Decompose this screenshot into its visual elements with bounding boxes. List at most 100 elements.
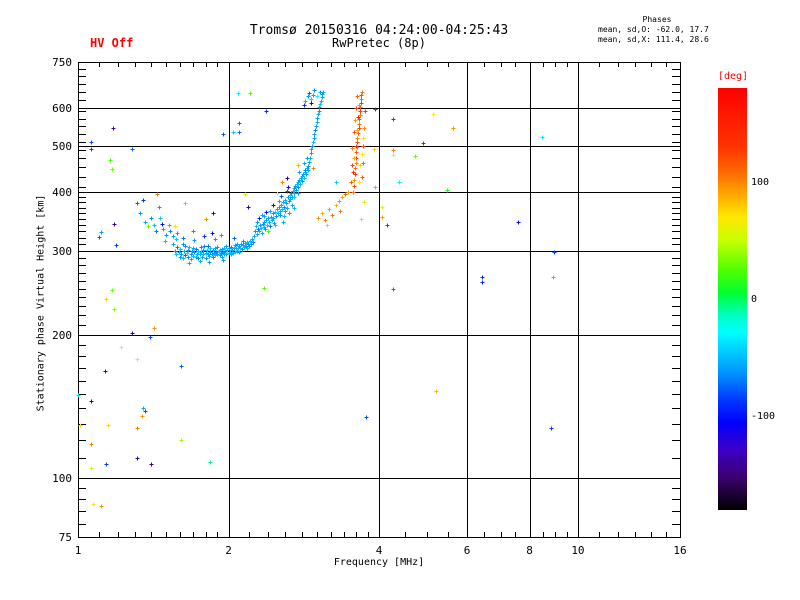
data-point <box>114 243 119 248</box>
data-point <box>323 218 328 223</box>
data-point <box>264 210 269 215</box>
data-point <box>315 116 320 121</box>
data-point <box>260 231 265 236</box>
data-point <box>292 195 297 200</box>
data-point <box>104 297 109 302</box>
data-point <box>192 238 197 243</box>
data-point <box>155 192 160 197</box>
data-point <box>232 236 237 241</box>
data-point <box>266 216 271 221</box>
y-tick-label: 400 <box>52 185 72 199</box>
data-point <box>106 423 111 428</box>
data-point <box>146 224 151 229</box>
data-point <box>182 249 187 254</box>
data-point <box>236 91 241 96</box>
data-point <box>306 168 311 173</box>
data-point <box>280 207 285 212</box>
data-point <box>208 250 213 255</box>
data-point <box>89 147 94 152</box>
data-point <box>292 191 297 196</box>
data-point <box>230 248 235 253</box>
data-point <box>194 247 199 252</box>
data-point <box>313 128 318 133</box>
data-point <box>319 99 324 104</box>
data-point <box>306 164 311 169</box>
colorbar-tick-label: 0 <box>751 294 758 305</box>
data-point <box>141 198 146 203</box>
data-point <box>391 117 396 122</box>
data-point <box>130 331 135 336</box>
data-point <box>266 229 271 234</box>
data-point <box>89 140 94 145</box>
data-point <box>250 237 255 242</box>
data-point <box>258 223 263 228</box>
data-point <box>360 90 365 95</box>
data-point <box>325 223 330 228</box>
data-point <box>138 211 143 216</box>
data-point <box>168 229 173 234</box>
data-point <box>311 93 316 98</box>
data-point <box>135 456 140 461</box>
data-point <box>201 252 206 257</box>
data-point <box>302 161 307 166</box>
data-point <box>263 227 268 232</box>
data-point <box>307 91 312 96</box>
data-point <box>309 97 314 102</box>
data-point <box>89 442 94 447</box>
data-point <box>171 242 176 247</box>
data-point <box>355 136 360 141</box>
data-point <box>177 250 182 255</box>
data-point <box>373 185 378 190</box>
data-point <box>297 170 302 175</box>
data-point <box>257 229 262 234</box>
data-point <box>303 99 308 104</box>
data-point <box>76 393 81 398</box>
data-point <box>352 178 357 183</box>
data-point <box>112 307 117 312</box>
data-point <box>354 106 359 111</box>
data-point <box>327 207 332 212</box>
phase-colorbar <box>718 88 747 510</box>
data-point <box>311 166 316 171</box>
data-point <box>338 209 343 214</box>
data-point <box>255 220 260 225</box>
y-tick-label: 75 <box>58 531 72 544</box>
data-point <box>235 242 240 247</box>
data-point <box>135 426 140 431</box>
plot-subtitle: RwPretec (8p) <box>332 36 426 50</box>
data-point <box>315 120 320 125</box>
data-point <box>314 124 319 129</box>
data-point <box>237 121 242 126</box>
data-point <box>271 203 276 208</box>
data-point <box>173 249 178 254</box>
data-point <box>178 247 183 252</box>
data-point <box>310 144 315 149</box>
data-point <box>351 190 356 195</box>
data-point <box>253 229 258 234</box>
data-point <box>296 185 301 190</box>
data-point <box>273 223 278 228</box>
data-point <box>149 462 154 467</box>
data-point <box>148 335 153 340</box>
data-point <box>161 227 166 232</box>
data-point <box>549 426 554 431</box>
data-point <box>224 252 229 257</box>
data-point <box>358 109 363 114</box>
data-point <box>372 147 377 152</box>
data-point <box>340 195 345 200</box>
data-point <box>215 245 220 250</box>
y-tick-label: 750 <box>52 56 72 69</box>
data-point <box>199 250 204 255</box>
data-point <box>202 244 207 249</box>
data-point <box>179 252 184 257</box>
data-point <box>199 245 204 250</box>
data-point <box>237 130 242 135</box>
data-point <box>281 200 286 205</box>
data-point <box>288 197 293 202</box>
data-point <box>279 194 284 199</box>
data-point <box>254 224 259 229</box>
data-point <box>364 415 369 420</box>
y-tick-label: 600 <box>52 102 72 116</box>
data-point <box>241 239 246 244</box>
